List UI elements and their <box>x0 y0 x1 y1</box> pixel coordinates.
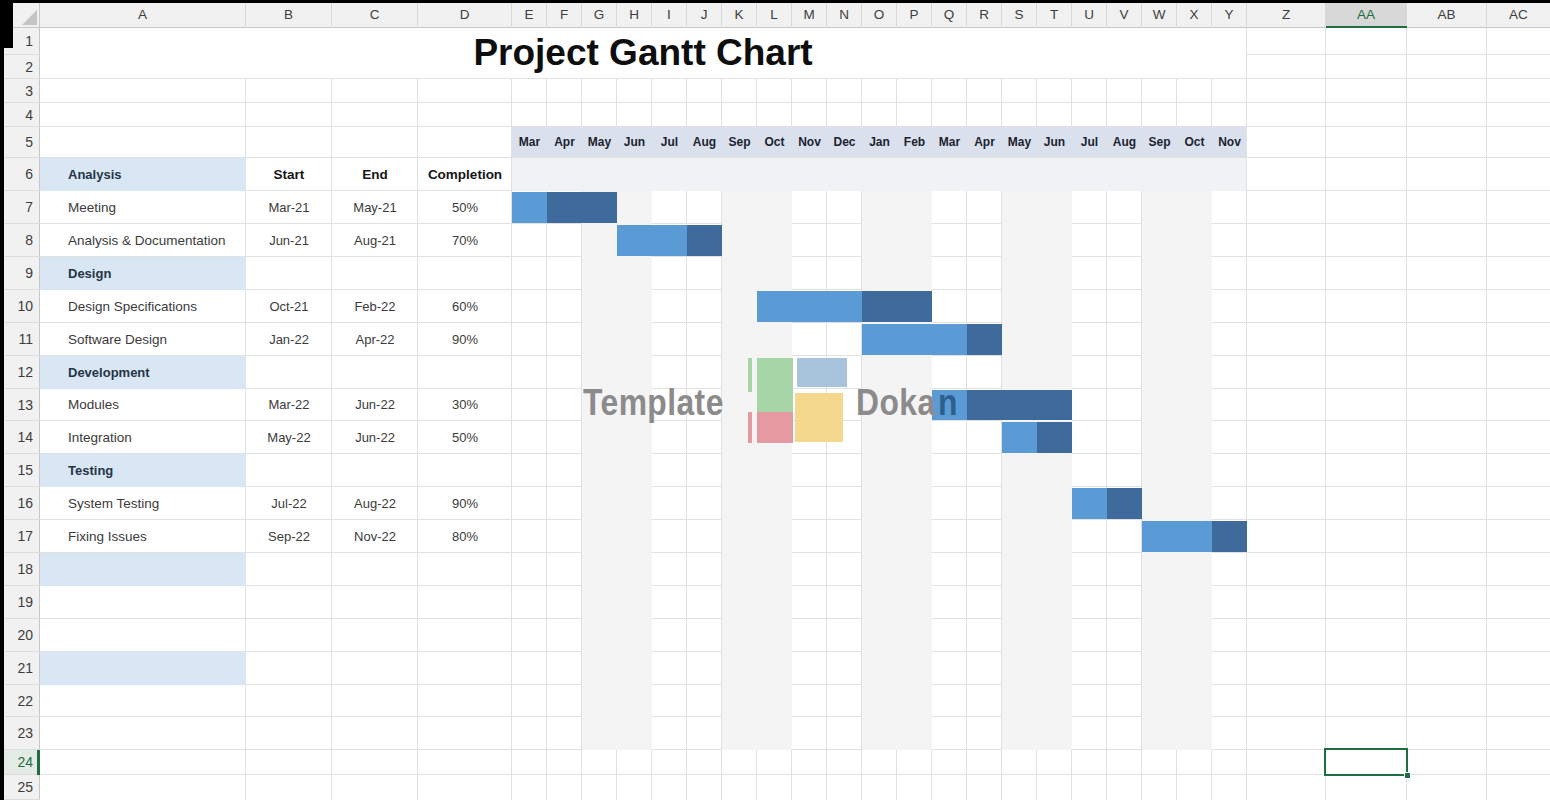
row-header-20[interactable]: 20 <box>4 619 40 652</box>
column-header-AA[interactable]: AA <box>1326 3 1407 28</box>
column-header-Q[interactable]: Q <box>932 3 967 28</box>
sheet-chrome: ABCDEFGHIJKLMNOPQRSTUVWXYZAAABAC12345678… <box>0 0 1550 800</box>
row-header-9[interactable]: 9 <box>4 257 40 290</box>
column-header-L[interactable]: L <box>757 3 792 28</box>
row-header-21[interactable]: 21 <box>4 652 40 685</box>
row-header-17[interactable]: 17 <box>4 520 40 553</box>
row-header-25[interactable]: 25 <box>4 775 40 800</box>
select-all-icon <box>22 10 37 25</box>
selected-row-edge <box>37 750 40 775</box>
column-header-W[interactable]: W <box>1142 3 1177 28</box>
column-header-AC[interactable]: AC <box>1487 3 1550 28</box>
column-header-A[interactable]: A <box>40 3 246 28</box>
column-header-G[interactable]: G <box>582 3 617 28</box>
column-header-Z[interactable]: Z <box>1247 3 1326 28</box>
row-header-13[interactable]: 13 <box>4 389 40 421</box>
column-header-AB[interactable]: AB <box>1407 3 1487 28</box>
column-header-J[interactable]: J <box>687 3 722 28</box>
column-header-M[interactable]: M <box>792 3 827 28</box>
row-header-15[interactable]: 15 <box>4 454 40 487</box>
column-header-X[interactable]: X <box>1177 3 1212 28</box>
column-header-D[interactable]: D <box>418 3 512 28</box>
column-header-H[interactable]: H <box>617 3 652 28</box>
column-header-R[interactable]: R <box>967 3 1002 28</box>
row-header-11[interactable]: 11 <box>4 323 40 356</box>
row-header-18[interactable]: 18 <box>4 553 40 586</box>
row-header-8[interactable]: 8 <box>4 224 40 257</box>
row-header-23[interactable]: 23 <box>4 717 40 750</box>
row-header-2[interactable]: 2 <box>4 55 40 79</box>
spreadsheet: Project Gantt Chart MarAprMayJunJulAugSe… <box>0 0 1550 800</box>
select-all-button[interactable] <box>13 3 40 28</box>
screenshot-corner-block <box>0 0 13 48</box>
column-header-N[interactable]: N <box>827 3 862 28</box>
row-header-7[interactable]: 7 <box>4 191 40 224</box>
column-header-F[interactable]: F <box>547 3 582 28</box>
row-header-6[interactable]: 6 <box>4 158 40 191</box>
row-header-19[interactable]: 19 <box>4 586 40 619</box>
row-header-10[interactable]: 10 <box>4 290 40 323</box>
row-header-5[interactable]: 5 <box>4 127 40 158</box>
row-header-4[interactable]: 4 <box>4 103 40 127</box>
column-header-O[interactable]: O <box>862 3 897 28</box>
row-header-22[interactable]: 22 <box>4 685 40 717</box>
column-header-S[interactable]: S <box>1002 3 1037 28</box>
screenshot-top-edge <box>0 0 1550 3</box>
selected-column-underline <box>1326 26 1407 29</box>
column-header-E[interactable]: E <box>512 3 547 28</box>
column-header-C[interactable]: C <box>332 3 418 28</box>
column-header-K[interactable]: K <box>722 3 757 28</box>
column-header-I[interactable]: I <box>652 3 687 28</box>
row-header-16[interactable]: 16 <box>4 487 40 520</box>
row-header-3[interactable]: 3 <box>4 79 40 103</box>
screenshot-left-edge <box>0 0 4 800</box>
row-header-14[interactable]: 14 <box>4 421 40 454</box>
column-header-P[interactable]: P <box>897 3 932 28</box>
column-header-B[interactable]: B <box>246 3 332 28</box>
column-header-T[interactable]: T <box>1037 3 1072 28</box>
row-header-12[interactable]: 12 <box>4 356 40 389</box>
column-header-V[interactable]: V <box>1107 3 1142 28</box>
column-header-Y[interactable]: Y <box>1212 3 1247 28</box>
row-header-24[interactable]: 24 <box>4 750 40 775</box>
column-header-U[interactable]: U <box>1072 3 1107 28</box>
